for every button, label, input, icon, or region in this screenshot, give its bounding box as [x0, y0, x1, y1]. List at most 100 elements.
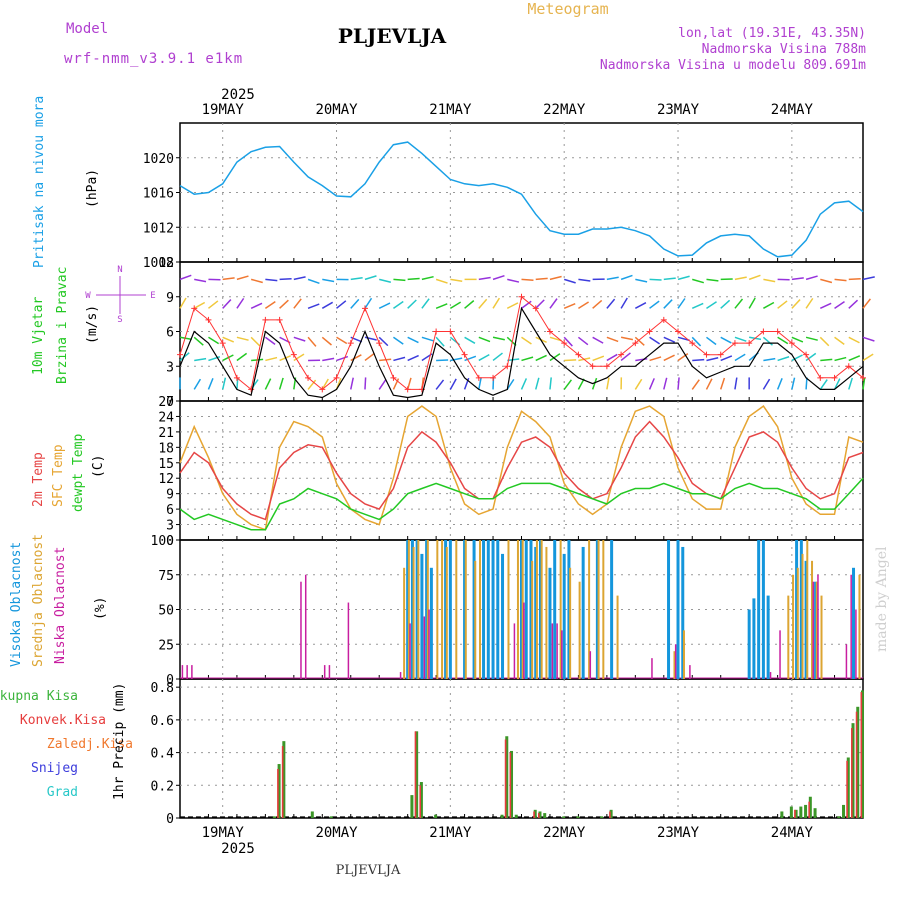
- gust-marker: [475, 374, 482, 381]
- precip-legend-item: Konvek.Kisa: [20, 713, 106, 728]
- wind-arrow: [819, 379, 828, 390]
- y-tick-label: 3: [166, 519, 174, 534]
- wind-arrow: [506, 336, 517, 347]
- y-tick-label: 12: [158, 256, 174, 271]
- high-cloud-bar: [529, 540, 533, 679]
- high-cloud-bar: [757, 540, 761, 679]
- wind-arrow: [492, 297, 501, 309]
- footer-location: PLJEVLJA: [336, 863, 401, 878]
- total-rain-bar: [410, 795, 414, 818]
- middle-cloud-bar: [578, 581, 581, 679]
- wind-arrow: [692, 358, 705, 362]
- wind-arrow: [805, 297, 814, 309]
- wind-arrow: [762, 378, 771, 390]
- wind-arrow: [336, 355, 349, 362]
- high-cloud-bar: [795, 540, 799, 679]
- wind-arrow: [336, 336, 348, 345]
- wind-arrow: [222, 299, 232, 309]
- wind-arrow: [848, 336, 860, 344]
- wind-arrow: [407, 299, 417, 309]
- wind-arrow: [791, 354, 803, 362]
- wind-arrow: [549, 336, 562, 342]
- wind-arrow: [435, 303, 448, 310]
- wind-arrow: [364, 352, 376, 362]
- total-rain-bar: [789, 806, 793, 818]
- gust-marker: [746, 340, 753, 347]
- wind-arrow: [734, 298, 744, 309]
- wind-arrow: [820, 358, 833, 362]
- y-tick-label: 27: [158, 395, 174, 410]
- high-cloud-bar: [581, 546, 585, 679]
- total-rain-bar: [861, 690, 864, 818]
- wind-arrow: [691, 379, 700, 390]
- convective-rain-bar: [808, 801, 810, 818]
- total-rain-bar: [538, 811, 542, 818]
- wind-arrow: [606, 276, 619, 281]
- middle-cloud-bar: [516, 540, 519, 679]
- wind-arrow: [549, 298, 558, 309]
- wind-arrow: [236, 377, 239, 390]
- gust-marker: [532, 305, 539, 312]
- total-rain-bar: [804, 804, 808, 818]
- model-label: Model: [66, 21, 108, 37]
- wind-arrow: [563, 336, 573, 347]
- gust-marker: [860, 374, 866, 381]
- wind-arrow: [720, 336, 732, 344]
- convective-rain-bar: [855, 711, 858, 818]
- low-cloud-bar: [513, 623, 516, 679]
- gust-marker: [575, 351, 582, 358]
- wind-arrow: [805, 336, 818, 341]
- total-rain-bar: [533, 809, 537, 818]
- wind-arrow: [307, 303, 320, 310]
- wind-arrow: [606, 298, 616, 309]
- gust-marker: [404, 386, 411, 393]
- total-rain-bar: [415, 731, 419, 818]
- wind-arrow: [720, 355, 733, 362]
- wind-arrow: [848, 377, 853, 390]
- wind-arrow: [492, 336, 505, 341]
- wind-arrow: [478, 298, 488, 309]
- wind-arrow: [435, 379, 445, 390]
- high-cloud-bar: [852, 567, 856, 679]
- convective-rain-bar: [533, 811, 535, 818]
- high-cloud-bar: [501, 553, 505, 679]
- panel-frame: [179, 122, 864, 263]
- wind-arrow: [734, 276, 747, 281]
- wind-arrow: [250, 278, 263, 284]
- precip-legend: Ukupna Kisa Konvek.Kisa Zaledj.Kisa Snijeg G…: [0, 689, 133, 800]
- panel-4: 0 0.2 0.4 0.6 0.8: [151, 678, 864, 827]
- wind-arrow: [677, 298, 686, 309]
- wind-arrow: [208, 356, 221, 362]
- wind-arrow: [819, 302, 832, 310]
- middle-cloud-bar: [792, 574, 795, 679]
- low-cloud-bar: [323, 665, 326, 679]
- high-cloud-bar: [491, 540, 495, 679]
- middle-cloud-bar: [569, 567, 572, 679]
- gust-marker: [361, 305, 368, 312]
- y-tick-label: 1020: [143, 152, 174, 167]
- gust-marker: [219, 340, 226, 347]
- wind-arrow: [264, 378, 272, 390]
- wind-arrow: [620, 352, 631, 362]
- low-cloud-bar: [850, 574, 852, 679]
- wind-arrow: [834, 301, 845, 309]
- bottom-day-label: 20MAY: [315, 825, 358, 841]
- total-rain-bar: [543, 813, 547, 818]
- wind-arrow: [464, 355, 477, 362]
- middle-cloud-bar: [436, 540, 439, 679]
- total-rain-bar: [808, 796, 812, 818]
- wind-arrow: [777, 300, 788, 309]
- gust-marker: [433, 328, 440, 335]
- wind-arrow: [521, 356, 534, 362]
- wind-arrow: [250, 302, 263, 310]
- wind-arrow: [321, 378, 329, 390]
- precip-legend-item: Zaledj.Kisa: [47, 737, 133, 752]
- wind-arrow: [549, 275, 562, 281]
- total-rain-bar: [851, 723, 855, 818]
- low-cloud-bar: [855, 609, 857, 679]
- gust-marker: [276, 316, 283, 323]
- wind-arrow: [677, 352, 689, 362]
- middle-cloud-bar: [597, 540, 600, 679]
- wind-arrow: [364, 297, 373, 309]
- middle-cloud-bar: [545, 546, 548, 679]
